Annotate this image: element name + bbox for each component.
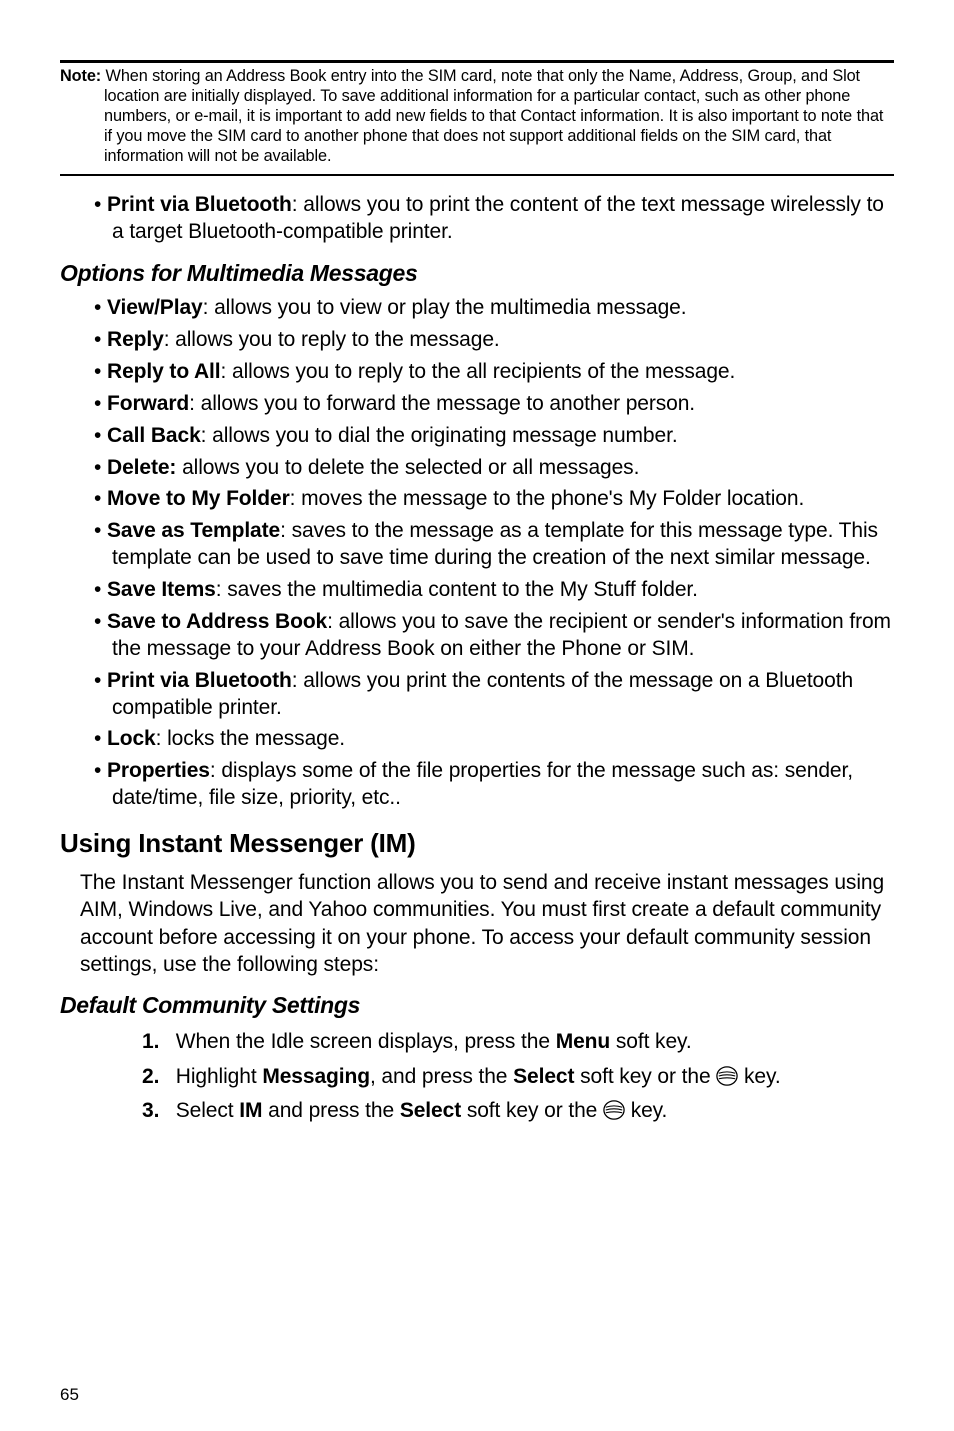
bullet-term: Reply — [107, 328, 164, 351]
bullet-desc: : allows you to forward the message to a… — [189, 392, 695, 415]
step-text: Highlight — [176, 1065, 263, 1088]
bullet-item: Delete: allows you to delete the selecte… — [60, 455, 894, 482]
bullet-item: Print via Bluetooth: allows you to print… — [60, 192, 894, 246]
select-softkey-label: Select — [513, 1065, 574, 1088]
bullet-desc: allows you to delete the selected or all… — [176, 456, 639, 479]
bullet-desc: : saves the multimedia content to the My… — [216, 578, 698, 601]
bullet-desc: : allows you to view or play the multime… — [203, 296, 687, 319]
section-heading-im: Using Instant Messenger (IM) — [60, 828, 894, 859]
bullet-item: Move to My Folder: moves the message to … — [60, 486, 894, 513]
bullet-term: Print via Bluetooth — [107, 669, 292, 692]
select-softkey-label: Select — [400, 1099, 461, 1122]
bullet-term: Call Back — [107, 424, 201, 447]
bullet-item: Save Items: saves the multimedia content… — [60, 577, 894, 604]
note-text: When storing an Address Book entry into … — [104, 67, 883, 165]
note-bottom-rule — [60, 174, 894, 176]
manual-page: Note: When storing an Address Book entry… — [0, 0, 954, 1431]
step-text: Select — [176, 1099, 240, 1122]
bullet-item: Reply: allows you to reply to the messag… — [60, 327, 894, 354]
step-1: When the Idle screen displays, press the… — [176, 1027, 894, 1057]
bullet-desc: : displays some of the file properties f… — [112, 759, 853, 809]
bullet-term: Save Items — [107, 578, 216, 601]
step-text: soft key or the — [574, 1065, 716, 1088]
step-text: When the Idle screen displays, press the — [176, 1030, 556, 1053]
im-intro-paragraph: The Instant Messenger function allows yo… — [80, 869, 894, 978]
bullet-desc: : allows you to dial the originating mes… — [201, 424, 678, 447]
bullet-term: Reply to All — [107, 360, 221, 383]
bullet-item: Save to Address Book: allows you to save… — [60, 609, 894, 663]
steps-list: When the Idle screen displays, press the… — [60, 1027, 894, 1126]
top-bullet-list: Print via Bluetooth: allows you to print… — [60, 192, 894, 246]
bullet-term: Lock — [107, 727, 156, 750]
bullet-item: Call Back: allows you to dial the origin… — [60, 423, 894, 450]
bullet-desc: : locks the message. — [156, 727, 345, 750]
bullet-item: Forward: allows you to forward the messa… — [60, 391, 894, 418]
options-bullet-list: View/Play: allows you to view or play th… — [60, 295, 894, 812]
top-rule — [60, 60, 894, 63]
bullet-term: Print via Bluetooth — [107, 193, 292, 216]
step-text: key. — [625, 1099, 667, 1122]
note-block: Note: When storing an Address Book entry… — [60, 67, 894, 166]
section-heading-options: Options for Multimedia Messages — [60, 260, 894, 287]
bullet-term: Delete: — [107, 456, 176, 479]
bullet-item: Lock: locks the message. — [60, 726, 894, 753]
ok-key-icon — [716, 1065, 738, 1087]
bullet-desc: : allows you to reply to the all recipie… — [221, 360, 736, 383]
bullet-item: View/Play: allows you to view or play th… — [60, 295, 894, 322]
im-label: IM — [239, 1099, 262, 1122]
step-2: Highlight Messaging, and press the Selec… — [176, 1062, 894, 1092]
bullet-term: View/Play — [107, 296, 203, 319]
messaging-label: Messaging — [262, 1065, 370, 1088]
bullet-term: Properties — [107, 759, 210, 782]
bullet-desc: : allows you to reply to the message. — [164, 328, 500, 351]
bullet-term: Save as Template — [107, 519, 280, 542]
bullet-desc: : moves the message to the phone's My Fo… — [290, 487, 805, 510]
bullet-item: Properties: displays some of the file pr… — [60, 758, 894, 812]
step-text: key. — [738, 1065, 780, 1088]
step-3: Select IM and press the Select soft key … — [176, 1096, 894, 1126]
note-label: Note: — [60, 67, 101, 85]
step-text: soft key or the — [461, 1099, 603, 1122]
step-text: and press the — [262, 1099, 399, 1122]
bullet-item: Print via Bluetooth: allows you print th… — [60, 668, 894, 722]
menu-softkey-label: Menu — [556, 1030, 610, 1053]
step-text: , and press the — [370, 1065, 513, 1088]
bullet-term: Move to My Folder — [107, 487, 290, 510]
section-heading-default-community: Default Community Settings — [60, 992, 894, 1019]
step-text: soft key. — [610, 1030, 691, 1053]
page-number: 65 — [60, 1385, 79, 1405]
bullet-item: Reply to All: allows you to reply to the… — [60, 359, 894, 386]
bullet-term: Save to Address Book — [107, 610, 327, 633]
bullet-item: Save as Template: saves to the message a… — [60, 518, 894, 572]
bullet-term: Forward — [107, 392, 189, 415]
ok-key-icon — [603, 1099, 625, 1121]
